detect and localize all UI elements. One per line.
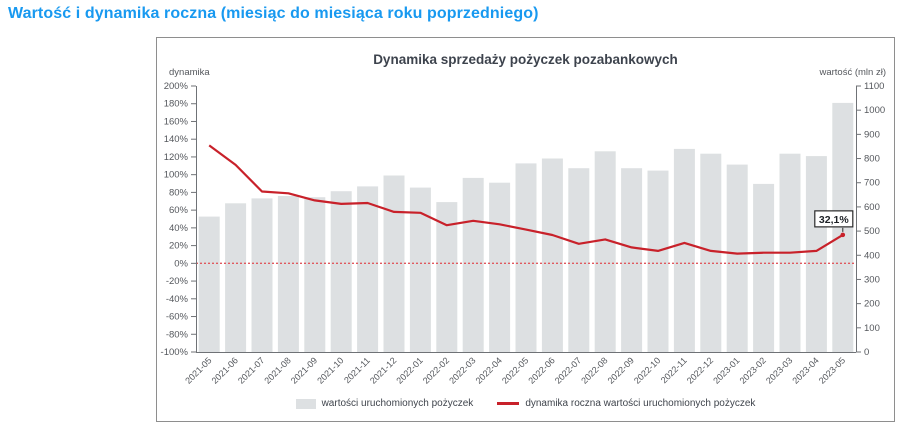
right-tick-label: 300 xyxy=(864,274,880,285)
x-tick-label: 2021-12 xyxy=(368,355,398,385)
left-tick-label: 140% xyxy=(164,134,189,145)
bar-2022-02 xyxy=(436,202,458,352)
bar-2021-07 xyxy=(251,198,273,352)
x-tick-label: 2023-03 xyxy=(764,355,794,385)
bar-2021-09 xyxy=(304,197,326,352)
bar-swatch-icon xyxy=(295,398,316,409)
page-title: Wartość i dynamika roczna (miesiąc do mi… xyxy=(8,5,539,22)
right-tick-label: 0 xyxy=(864,347,869,358)
x-tick-label: 2023-01 xyxy=(711,355,741,385)
annotation-label: 32,1% xyxy=(819,214,849,226)
left-tick-label: -100% xyxy=(161,347,189,358)
left-tick-label: 120% xyxy=(164,152,189,163)
bar-2022-09 xyxy=(621,168,643,352)
bar-2022-06 xyxy=(541,158,563,352)
chart-panel: Dynamika sprzedaży pożyczek pozabankowyc… xyxy=(156,37,895,422)
chart-legend: wartości uruchomionych pożyczek dynamika… xyxy=(157,398,894,409)
x-tick-label: 2022-10 xyxy=(632,355,662,385)
x-tick-label: 2021-06 xyxy=(210,355,240,385)
x-tick-label: 2022-11 xyxy=(659,355,689,385)
left-tick-label: -80% xyxy=(166,329,189,340)
left-tick-label: 180% xyxy=(164,99,189,110)
left-tick-label: -60% xyxy=(166,312,189,323)
bar-2021-06 xyxy=(225,203,247,352)
bar-2022-08 xyxy=(594,151,616,352)
x-tick-label: 2022-03 xyxy=(447,355,477,385)
legend-line-label: dynamika roczna wartości uruchomionych p… xyxy=(525,398,756,409)
bars-group xyxy=(198,102,854,353)
chart-title: Dynamika sprzedaży pożyczek pozabankowyc… xyxy=(373,52,678,67)
left-tick-label: 20% xyxy=(169,241,189,252)
bar-2022-10 xyxy=(647,170,669,352)
x-tick-label: 2022-08 xyxy=(579,355,609,385)
bar-2023-02 xyxy=(753,183,775,352)
bar-2022-12 xyxy=(700,153,722,352)
legend-item-line: dynamika roczna wartości uruchomionych p… xyxy=(497,398,755,409)
x-tick-label: 2022-02 xyxy=(421,355,451,385)
x-tick-label: 2021-11 xyxy=(342,355,372,385)
x-tick-label: 2022-01 xyxy=(394,355,424,385)
x-tick-label: 2022-09 xyxy=(606,355,636,385)
right-tick-label: 1100 xyxy=(864,81,884,92)
left-axis-caption: dynamika xyxy=(169,67,210,78)
left-tick-label: 160% xyxy=(164,116,189,127)
legend-item-bars: wartości uruchomionych pożyczek xyxy=(295,398,474,409)
x-tick-label: 2022-12 xyxy=(685,355,715,385)
bar-2022-11 xyxy=(673,148,695,352)
bar-2022-01 xyxy=(409,187,431,352)
x-tick-label: 2021-08 xyxy=(262,355,292,385)
bar-2021-08 xyxy=(277,196,299,352)
x-tick-label: 2021-05 xyxy=(183,355,213,385)
x-tick-label: 2022-04 xyxy=(474,355,504,385)
dynamics-line xyxy=(208,144,844,255)
right-tick-label: 800 xyxy=(864,154,880,165)
bar-2022-07 xyxy=(568,168,590,352)
right-tick-label: 400 xyxy=(864,250,880,261)
line-endpoint-marker xyxy=(840,232,846,238)
right-tick-label: 500 xyxy=(864,226,880,237)
left-tick-label: 80% xyxy=(169,187,189,198)
legend-bars-label: wartości uruchomionych pożyczek xyxy=(321,398,474,409)
left-tick-label: 40% xyxy=(169,223,189,234)
bar-2021-05 xyxy=(198,216,220,352)
bar-2023-04 xyxy=(805,156,827,352)
x-tick-label: 2023-04 xyxy=(790,355,820,385)
annotation-box xyxy=(814,210,854,228)
x-tick-label: 2022-07 xyxy=(553,355,583,385)
right-tick-label: 100 xyxy=(864,323,880,334)
left-tick-label: -40% xyxy=(166,294,189,305)
left-tick-label: 200% xyxy=(164,81,189,92)
bar-2022-04 xyxy=(489,182,511,352)
left-tick-label: 60% xyxy=(169,205,189,216)
bar-2021-12 xyxy=(383,175,405,352)
left-tick-label: 0% xyxy=(174,258,188,269)
right-axis-caption: wartość (mln zł) xyxy=(819,67,886,78)
bar-2021-11 xyxy=(357,186,379,352)
bar-2022-03 xyxy=(462,177,484,352)
x-tick-label: 2021-07 xyxy=(236,355,266,385)
x-tick-label: 2022-05 xyxy=(500,355,530,385)
bar-2021-10 xyxy=(330,191,352,352)
x-tick-label: 2021-09 xyxy=(289,355,319,385)
right-tick-label: 1000 xyxy=(864,105,885,116)
right-tick-label: 600 xyxy=(864,202,880,213)
x-tick-label: 2021-10 xyxy=(315,355,345,385)
left-tick-label: -20% xyxy=(166,276,189,287)
right-tick-label: 200 xyxy=(864,299,880,310)
left-tick-label: 100% xyxy=(164,170,189,181)
x-tick-label: 2023-05 xyxy=(817,355,847,385)
bar-2023-01 xyxy=(726,164,748,352)
plot-svg: 200% 180% 160% 140% 120% 100% 80% 60% 40% 20% 0% -2… xyxy=(161,81,886,386)
x-tick-label: 2022-06 xyxy=(526,355,556,385)
right-tick-label: 700 xyxy=(864,178,880,189)
right-tick-label: 900 xyxy=(864,129,880,140)
x-tick-label: 2023-02 xyxy=(738,355,768,385)
bar-2022-05 xyxy=(515,163,537,352)
line-swatch-icon xyxy=(497,402,520,405)
